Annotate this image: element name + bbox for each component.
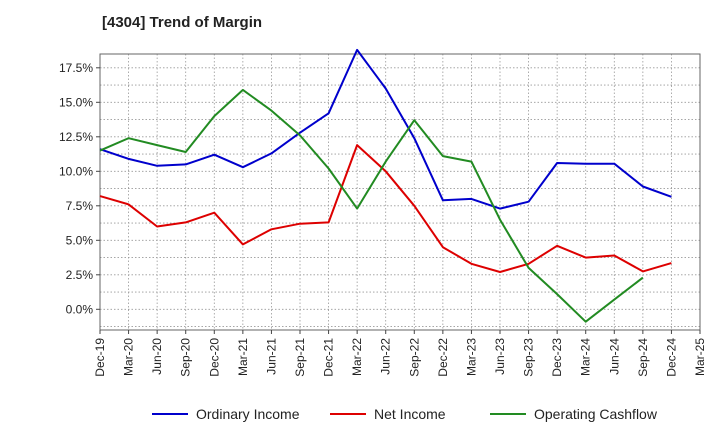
x-tick-label: Mar-24 — [579, 338, 593, 376]
series-line-ordinary-income — [99, 48, 672, 210]
y-tick-label: 0.0% — [66, 302, 94, 316]
y-tick-label: 10.0% — [59, 164, 93, 178]
x-tick-label: Dec-21 — [322, 338, 336, 377]
plot-frame — [99, 53, 701, 331]
y-tick-label: 15.0% — [59, 95, 93, 109]
x-tick-label: Mar-25 — [693, 338, 707, 376]
x-tick-label: Jun-21 — [264, 338, 278, 375]
x-tick-label: Dec-22 — [436, 338, 450, 377]
x-tick-label: Dec-24 — [664, 338, 678, 377]
x-tick-label: Mar-22 — [350, 338, 364, 376]
x-tick-label: Sep-24 — [636, 338, 650, 377]
x-tick-label: Dec-19 — [93, 338, 107, 377]
x-tick-label: Sep-20 — [179, 338, 193, 377]
series-line-net-income — [99, 144, 672, 273]
x-tick-label: Mar-21 — [236, 338, 250, 376]
y-tick-label: 12.5% — [59, 130, 93, 144]
x-tick-label: Jun-22 — [379, 338, 393, 375]
series-line-operating-cashflow — [99, 88, 644, 323]
legend-label: Ordinary Income — [196, 406, 300, 422]
y-tick-label: 2.5% — [66, 268, 94, 282]
x-tick-label: Mar-20 — [122, 338, 136, 376]
y-tick-label: 5.0% — [66, 233, 94, 247]
x-tick-label: Sep-21 — [293, 338, 307, 377]
x-tick-label: Jun-24 — [607, 338, 621, 375]
x-tick-label: Jun-20 — [150, 338, 164, 375]
x-tick-label: Jun-23 — [493, 338, 507, 375]
y-tick-label: 7.5% — [66, 199, 94, 213]
legend-label: Net Income — [374, 406, 446, 422]
x-tick-label: Sep-23 — [522, 338, 536, 377]
x-tick-label: Dec-20 — [207, 338, 221, 377]
x-tick-label: Dec-23 — [550, 338, 564, 377]
legend-label: Operating Cashflow — [534, 406, 658, 422]
x-tick-label: Sep-22 — [407, 338, 421, 377]
chart-title: [4304] Trend of Margin — [102, 14, 263, 31]
x-tick-label: Mar-23 — [464, 338, 478, 376]
y-tick-label: 17.5% — [59, 61, 93, 75]
